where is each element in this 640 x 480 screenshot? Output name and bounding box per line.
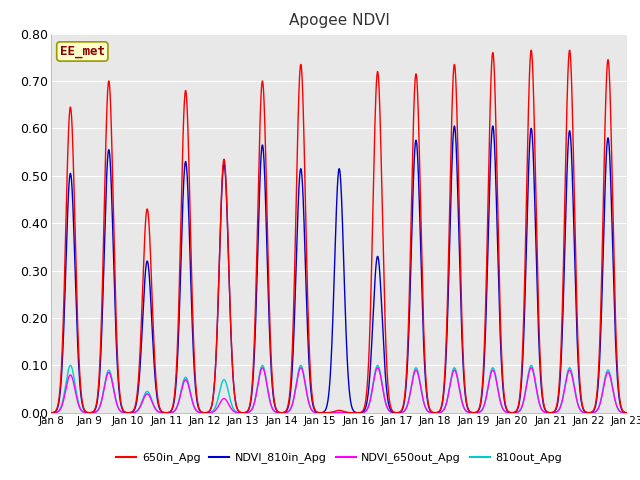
Legend: 650in_Apg, NDVI_810in_Apg, NDVI_650out_Apg, 810out_Apg: 650in_Apg, NDVI_810in_Apg, NDVI_650out_A… <box>112 448 566 468</box>
Text: EE_met: EE_met <box>60 45 105 58</box>
Title: Apogee NDVI: Apogee NDVI <box>289 13 390 28</box>
